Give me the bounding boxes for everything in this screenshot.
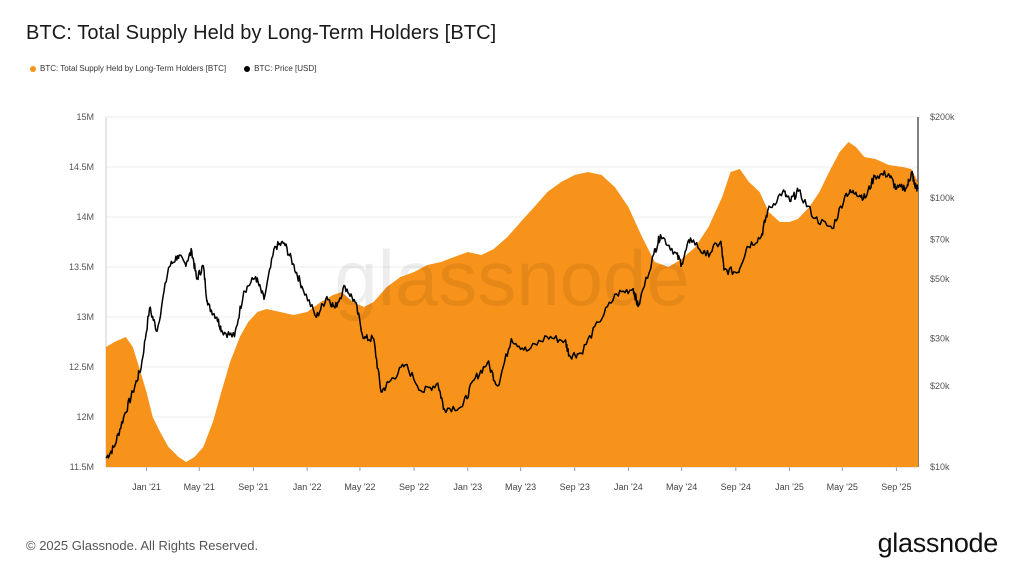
y-left-tick-label: 11.5M [70,462,94,472]
y-right-tick-label: $100k [930,193,955,203]
y-left-tick-label: 15M [76,112,94,122]
x-tick-label: May '21 [184,482,215,492]
legend-item-supply[interactable]: BTC: Total Supply Held by Long-Term Hold… [30,64,226,73]
y-right-tick-label: $30k [930,334,950,344]
y-left-tick-label: 13.5M [69,262,94,272]
x-tick-label: Jan '23 [453,482,482,492]
legend-dot-price [244,65,251,72]
x-tick-label: May '22 [344,482,375,492]
y-left-tick-label: 12M [76,412,94,422]
x-tick-label: Jan '24 [614,482,643,492]
x-tick-label: Jan '22 [293,482,322,492]
y-right-tick-label: $200k [930,112,955,122]
x-tick-label: Sep '24 [721,482,751,492]
y-left-tick-label: 14M [76,212,94,222]
y-left-tick-label: 14.5M [69,162,94,172]
x-tick-label: Sep '23 [560,482,590,492]
legend-dot-supply [30,65,36,72]
x-tick-label: May '25 [827,482,858,492]
watermark: glassnode [334,234,690,322]
x-tick-label: Sep '22 [399,482,429,492]
x-tick-label: Sep '21 [238,482,268,492]
glassnode-logo: glassnode [877,528,999,558]
y-left-tick-label: 13M [76,312,94,322]
legend-label-price: BTC: Price [USD] [254,64,317,73]
series-supply-area [106,142,918,467]
y-left-tick-label: 12.5M [69,362,94,372]
x-tick-label: Jan '21 [132,482,161,492]
y-right-tick-label: $20k [930,381,950,391]
legend-label-supply: BTC: Total Supply Held by Long-Term Hold… [40,64,227,73]
x-tick-label: Jan '25 [775,482,804,492]
x-tick-label: May '24 [666,482,697,492]
y-right-tick-label: $70k [930,235,950,245]
x-tick-label: Sep '25 [881,482,911,492]
chart-legend: BTC: Total Supply Held by Long-Term Hold… [30,64,316,73]
copyright-footer: © 2025 Glassnode. All Rights Reserved. [26,538,259,553]
series-price-line [105,170,919,459]
chart-title: BTC: Total Supply Held by Long-Term Hold… [26,22,497,44]
legend-item-price[interactable]: BTC: Price [USD] [244,64,316,73]
y-right-tick-label: $10k [930,462,950,472]
x-tick-label: May '23 [505,482,536,492]
y-right-tick-label: $50k [930,274,950,284]
